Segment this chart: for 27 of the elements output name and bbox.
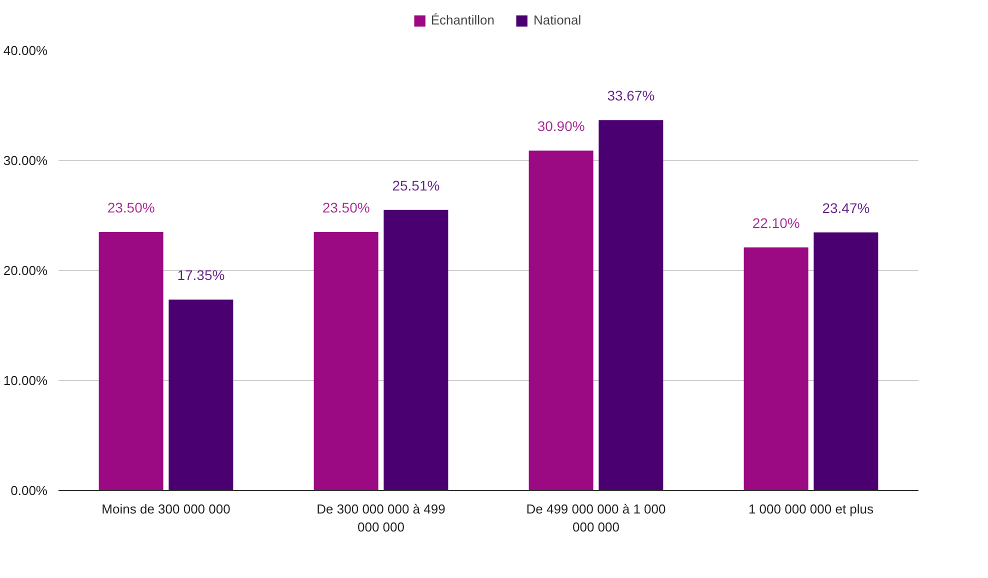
data-label: 23.47% [822, 200, 870, 216]
y-tick-label: 40.00% [3, 43, 48, 58]
bar [744, 247, 808, 490]
data-label: 23.50% [322, 200, 370, 216]
bar [528, 150, 594, 490]
data-label: 33.67% [607, 88, 655, 104]
y-tick-label: 0.00% [10, 483, 48, 498]
data-label: 23.50% [107, 200, 155, 216]
bar [384, 210, 448, 490]
x-tick-label: De 300 000 000 à 499 000 000 [316, 502, 446, 534]
x-tick-label: Moins de 300 000 000 [102, 502, 230, 516]
x-tick-label: De 499 000 000 à 1 000 000 000 [526, 502, 666, 534]
data-label: 17.35% [177, 267, 225, 284]
bar [168, 300, 234, 490]
y-tick-label: 20.00% [3, 263, 48, 278]
bar [314, 232, 378, 490]
data-label: 25.51% [392, 177, 440, 194]
data-label: 30.90% [537, 118, 585, 134]
data-label: 22.10% [752, 214, 800, 231]
x-tick-label: 1 000 000 000 et plus [748, 502, 874, 516]
legend-label: Échantillon [430, 12, 494, 28]
y-tick-label: 30.00% [3, 153, 48, 168]
bar [98, 232, 164, 490]
bar [598, 120, 664, 490]
bar [814, 232, 878, 490]
legend-label: National [533, 12, 582, 28]
y-tick-label: 10.00% [3, 373, 48, 388]
